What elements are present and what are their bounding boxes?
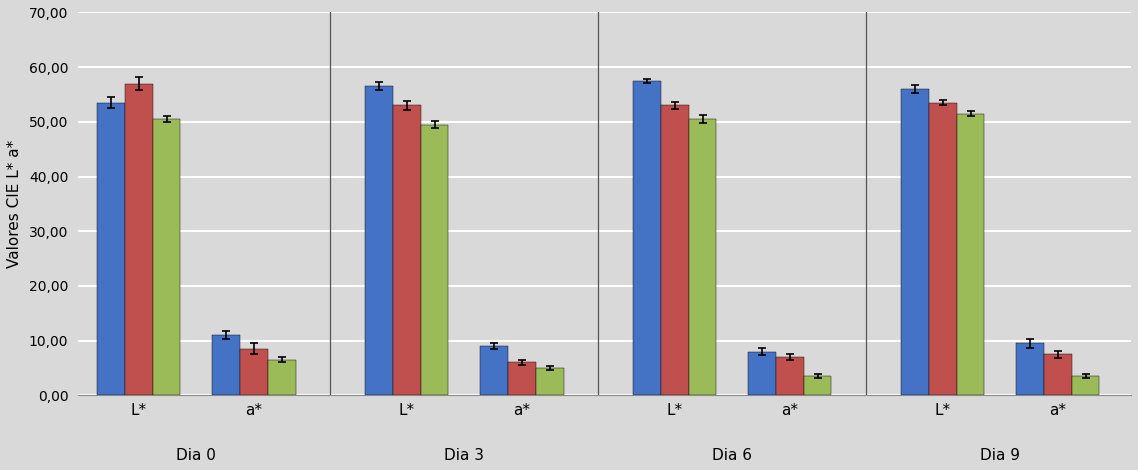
Bar xyxy=(1016,343,1044,395)
Y-axis label: Valores CIE L* a*: Valores CIE L* a* xyxy=(7,140,22,268)
Bar xyxy=(536,368,563,395)
Bar xyxy=(240,349,267,395)
Text: Dia 6: Dia 6 xyxy=(712,448,752,463)
Bar xyxy=(152,119,181,395)
Bar xyxy=(480,346,508,395)
Bar xyxy=(957,114,984,395)
Bar xyxy=(688,119,717,395)
Text: Dia 9: Dia 9 xyxy=(980,448,1021,463)
Bar xyxy=(97,102,125,395)
Bar xyxy=(803,376,832,395)
Bar xyxy=(1072,376,1099,395)
Bar xyxy=(267,360,296,395)
Bar xyxy=(661,105,688,395)
Bar xyxy=(748,352,776,395)
Bar xyxy=(212,335,240,395)
Text: Dia 0: Dia 0 xyxy=(176,448,216,463)
Bar xyxy=(421,125,448,395)
Bar xyxy=(633,81,661,395)
Text: Dia 3: Dia 3 xyxy=(444,448,485,463)
Bar xyxy=(929,102,957,395)
Bar xyxy=(125,84,152,395)
Bar xyxy=(393,105,421,395)
Bar xyxy=(1044,354,1072,395)
Bar xyxy=(508,362,536,395)
Bar xyxy=(901,89,929,395)
Bar xyxy=(365,86,393,395)
Bar xyxy=(776,357,803,395)
